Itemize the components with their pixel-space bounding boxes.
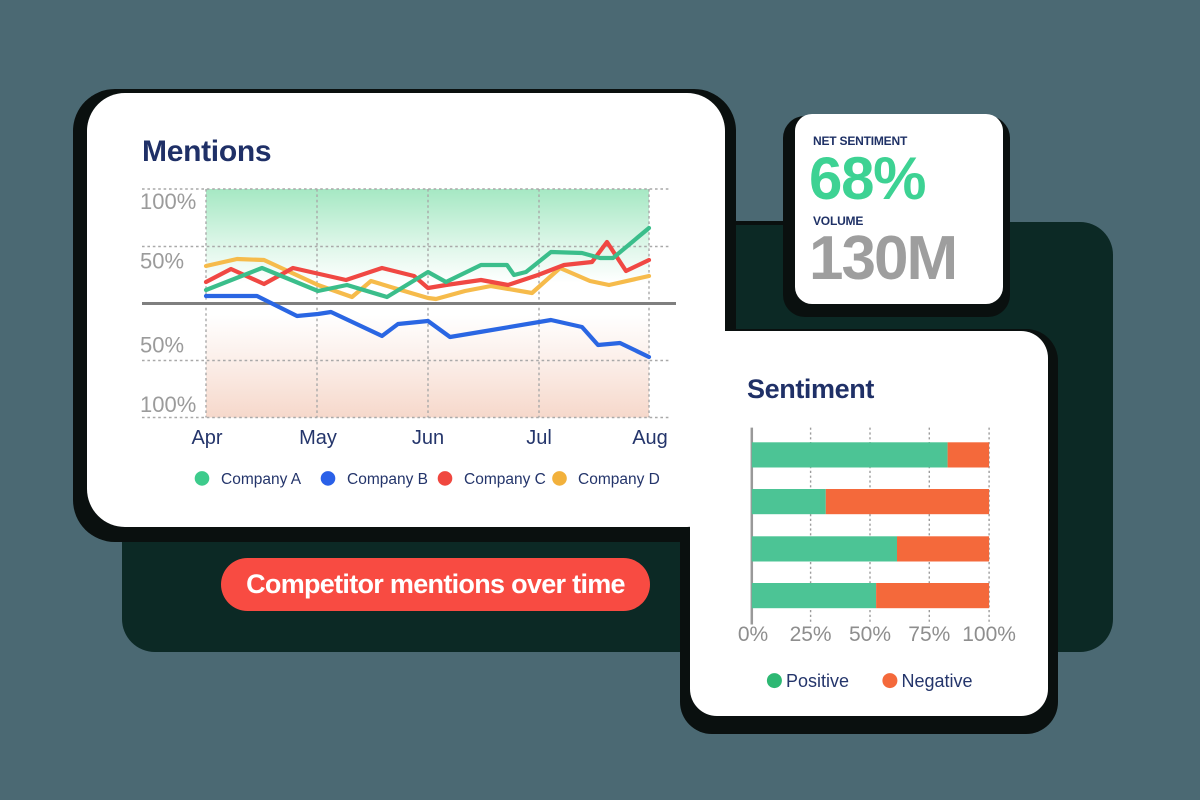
svg-text:May: May xyxy=(299,427,337,449)
svg-text:0%: 0% xyxy=(738,623,768,646)
svg-text:25%: 25% xyxy=(790,623,832,646)
svg-text:Negative: Negative xyxy=(902,671,973,691)
svg-text:50%: 50% xyxy=(849,623,891,646)
svg-text:75%: 75% xyxy=(908,623,950,646)
svg-text:100%: 100% xyxy=(962,623,1016,646)
svg-text:Aug: Aug xyxy=(632,427,668,449)
svg-text:Jun: Jun xyxy=(412,427,444,449)
svg-text:50%: 50% xyxy=(140,249,184,274)
svg-text:Company A: Company A xyxy=(221,471,302,488)
svg-text:Company C: Company C xyxy=(464,471,546,488)
svg-text:Company B: Company B xyxy=(347,471,428,488)
svg-text:Apr: Apr xyxy=(191,427,222,449)
svg-text:Jul: Jul xyxy=(526,427,552,449)
svg-text:100%: 100% xyxy=(140,189,196,214)
svg-text:50%: 50% xyxy=(140,333,184,358)
svg-text:100%: 100% xyxy=(140,392,196,417)
svg-text:Positive: Positive xyxy=(786,671,849,691)
svg-text:Company D: Company D xyxy=(578,471,660,488)
